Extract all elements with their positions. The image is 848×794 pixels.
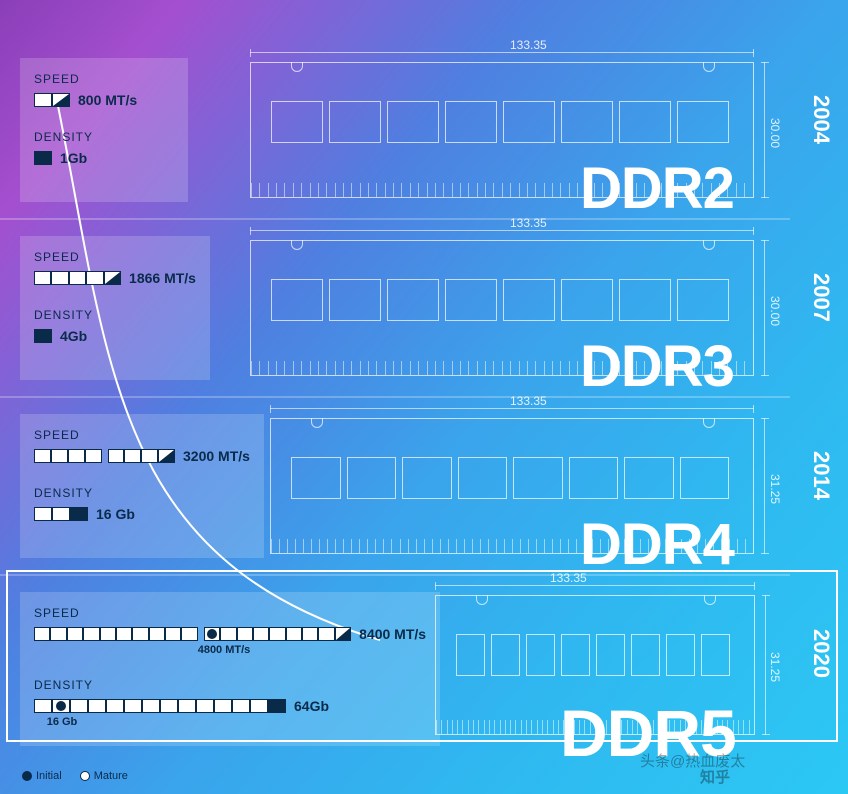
ddr4-density-label: DENSITY — [34, 486, 250, 500]
ddr4-speed-label: SPEED — [34, 428, 250, 442]
ddr5-speed-boxes: 8400 MT/s — [34, 626, 426, 642]
ddr5-density-boxes: 64Gb — [34, 698, 426, 714]
dim-height-ddr2: 30.00 — [768, 118, 782, 148]
dim-width-ddr2: 133.35 — [510, 38, 547, 52]
ddr3-speed-boxes: 1866 MT/s — [34, 270, 196, 286]
watermark-zhihu: 知乎 — [700, 766, 730, 787]
ddr2-speed-value: 800 MT/s — [78, 92, 137, 108]
info-card-ddr3: SPEED 1866 MT/s DENSITY 4Gb — [20, 236, 210, 380]
year-ddr2: 2004 — [808, 95, 834, 144]
dim-width-ddr5: 133.35 — [550, 571, 587, 585]
legend: Initial Mature — [22, 770, 128, 782]
ddr4-speed-value: 3200 MT/s — [183, 448, 250, 464]
generation-name-ddr3: DDR3 — [580, 333, 734, 400]
ddr2-density-boxes: 1Gb — [34, 150, 174, 166]
legend-mature-label: Mature — [94, 770, 128, 782]
generation-name-ddr4: DDR4 — [580, 511, 734, 578]
ddr4-speed-boxes: 3200 MT/s — [34, 448, 250, 464]
year-ddr4: 2014 — [808, 451, 834, 500]
info-card-ddr2: SPEED 800 MT/s DENSITY 1Gb — [20, 58, 188, 202]
ddr3-speed-value: 1866 MT/s — [129, 270, 196, 286]
ddr2-speed-boxes: 800 MT/s — [34, 92, 174, 108]
dim-width-ddr3: 133.35 — [510, 216, 547, 230]
ddr4-density-value: 16 Gb — [96, 506, 135, 522]
ddr5-speed-midpoint: 4800 MT/s — [194, 644, 254, 656]
info-card-ddr4: SPEED 3200 MT/s DENSITY 16 Gb — [20, 414, 264, 558]
dim-width-ddr4: 133.35 — [510, 394, 547, 408]
ddr2-density-label: DENSITY — [34, 130, 174, 144]
info-card-ddr5: SPEED 8400 MT/s 4800 MT/s DENSITY 64Gb 16 Gb — [20, 592, 440, 746]
ddr2-density-value: 1Gb — [60, 150, 87, 166]
year-ddr5: 2020 — [808, 629, 834, 678]
ddr4-density-boxes: 16 Gb — [34, 506, 250, 522]
ddr3-density-value: 4Gb — [60, 328, 87, 344]
ddr3-density-label: DENSITY — [34, 308, 196, 322]
dim-height-ddr3: 30.00 — [768, 296, 782, 326]
generation-name-ddr2: DDR2 — [580, 155, 734, 222]
ddr5-speed-value: 8400 MT/s — [359, 626, 426, 642]
ddr3-density-boxes: 4Gb — [34, 328, 196, 344]
year-ddr3: 2007 — [808, 273, 834, 322]
dim-height-ddr4: 31.25 — [768, 474, 782, 504]
ddr5-speed-label: SPEED — [34, 606, 426, 620]
dim-height-ddr5: 31.25 — [768, 652, 782, 682]
ddr3-speed-label: SPEED — [34, 250, 196, 264]
legend-initial-label: Initial — [36, 770, 62, 782]
ddr5-density-midpoint: 16 Gb — [32, 716, 92, 728]
ddr2-speed-label: SPEED — [34, 72, 174, 86]
ddr5-density-value: 64Gb — [294, 698, 329, 714]
ddr5-density-label: DENSITY — [34, 678, 426, 692]
